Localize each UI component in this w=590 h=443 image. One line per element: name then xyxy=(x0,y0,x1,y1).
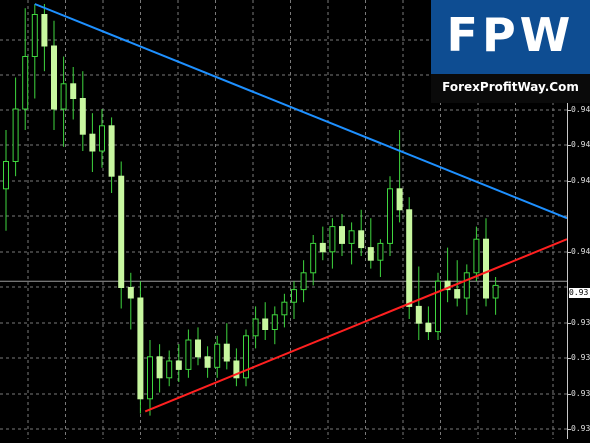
logo-text: FPW xyxy=(446,8,575,62)
tick-mark xyxy=(568,252,571,253)
bull-candle xyxy=(281,301,288,316)
logo-url-bar: ForexProfitWay.Com xyxy=(431,74,590,103)
bull-candle xyxy=(463,272,470,299)
bear-candle xyxy=(396,188,403,211)
tick-label: 0.94 xyxy=(571,140,590,149)
tick-mark xyxy=(568,429,571,430)
bull-candle xyxy=(348,230,355,244)
bull-candle xyxy=(214,343,221,368)
tick-mark xyxy=(568,358,571,359)
lower-trendline xyxy=(144,238,568,413)
tick-mark xyxy=(568,323,571,324)
price-chart[interactable] xyxy=(0,0,568,439)
bear-candle xyxy=(108,125,115,177)
bull-candle xyxy=(377,242,384,261)
tick-label: 0.94 xyxy=(571,247,590,256)
bull-candle xyxy=(166,360,173,379)
bear-candle xyxy=(51,45,57,110)
bull-candle xyxy=(22,56,29,110)
bull-candle xyxy=(243,335,249,379)
bull-candle xyxy=(291,289,297,303)
upper-trendline xyxy=(34,3,568,220)
bear-candle xyxy=(367,247,374,261)
bull-candle xyxy=(435,280,441,333)
tick-mark xyxy=(568,181,571,182)
tick-label: 0.93 xyxy=(571,424,590,433)
bear-candle xyxy=(127,287,134,299)
bull-candle xyxy=(185,339,192,370)
bear-candle xyxy=(233,360,240,379)
bull-candle xyxy=(31,14,38,57)
bull-candle xyxy=(271,314,278,330)
price-axis[interactable]: 0.94 0.94 0.94 0.94 0.93 0.93 0.93 0.93 … xyxy=(567,0,590,439)
bear-candle xyxy=(444,280,451,291)
bear-candle xyxy=(70,83,77,100)
bull-candle xyxy=(147,356,153,400)
bull-candle xyxy=(300,272,307,291)
bull-candle xyxy=(252,318,259,337)
bear-candle xyxy=(137,297,144,400)
tick-label: 0.94 xyxy=(571,105,590,114)
bull-candle xyxy=(12,108,19,162)
bear-candle xyxy=(262,318,269,330)
tick-mark xyxy=(568,145,571,146)
tick-label: 0.93 xyxy=(571,389,590,398)
bull-candle xyxy=(387,188,393,244)
bear-candle xyxy=(406,209,413,307)
bull-candle xyxy=(473,238,480,274)
tick-label: 0.94 xyxy=(571,176,590,185)
bear-candle xyxy=(175,360,182,370)
bull-candle xyxy=(99,125,105,152)
bear-candle xyxy=(415,305,422,324)
bear-candle xyxy=(425,322,432,333)
chart-svg xyxy=(0,0,568,439)
bull-candle xyxy=(3,161,9,190)
tick-label: 0.93 xyxy=(571,318,590,327)
bull-candle xyxy=(329,226,336,253)
bear-candle xyxy=(41,14,48,47)
tick-label: 0.93 xyxy=(571,353,590,362)
logo-mark: FPW xyxy=(431,0,590,74)
bear-candle xyxy=(339,226,345,244)
logo-url: ForexProfitWay.Com xyxy=(442,80,579,94)
bear-candle xyxy=(358,230,365,249)
trendlines xyxy=(34,3,568,413)
tick-mark xyxy=(568,110,571,111)
current-price-label: 0.93 xyxy=(569,288,590,298)
bear-candle xyxy=(454,289,461,299)
bear-candle xyxy=(79,98,86,135)
candles xyxy=(3,4,499,416)
bull-candle xyxy=(60,83,67,110)
bear-candle xyxy=(204,356,211,368)
bear-candle xyxy=(156,356,163,379)
bull-candle xyxy=(310,242,317,274)
bear-candle xyxy=(483,238,489,299)
bear-candle xyxy=(223,343,230,362)
bear-candle xyxy=(89,133,96,152)
bear-candle xyxy=(195,339,201,358)
fpw-logo[interactable]: FPW ForexProfitWay.Com xyxy=(431,0,590,103)
tick-mark xyxy=(568,394,571,395)
bear-candle xyxy=(319,242,326,253)
bull-candle xyxy=(492,284,499,299)
bear-candle xyxy=(118,175,125,288)
